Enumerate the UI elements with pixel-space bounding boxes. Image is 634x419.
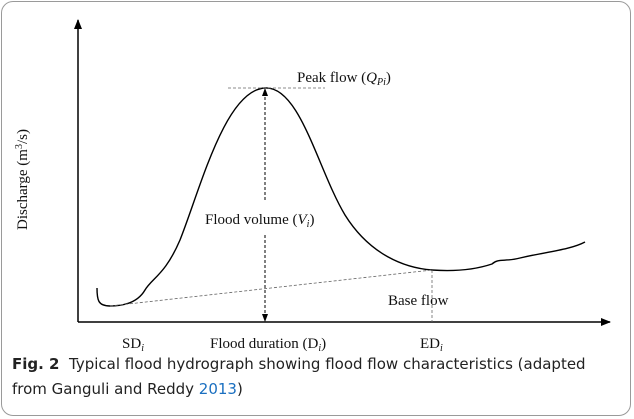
- citation-link[interactable]: 2013: [198, 380, 237, 398]
- base-flow-label: Base flow: [388, 293, 449, 309]
- duration-label: Flood duration (Di): [210, 336, 326, 354]
- caption-end: ): [236, 380, 243, 398]
- caption-label: Fig. 2: [12, 355, 60, 373]
- y-axis-label: Discharge (m3/s): [14, 129, 31, 230]
- caption-text: Typical flood hydrograph showing flood f…: [12, 355, 586, 398]
- start-label: SDi: [122, 336, 144, 354]
- peak-flow-label: Peak flow (QPi): [297, 70, 391, 88]
- end-label: EDi: [420, 336, 443, 354]
- base-flow-line: [109, 269, 433, 307]
- flood-volume-label: Flood volume (Vi): [205, 212, 314, 230]
- hydrograph-curve: [96, 87, 586, 307]
- caption: Fig. 2 Typical flood hydrograph showing …: [12, 352, 624, 402]
